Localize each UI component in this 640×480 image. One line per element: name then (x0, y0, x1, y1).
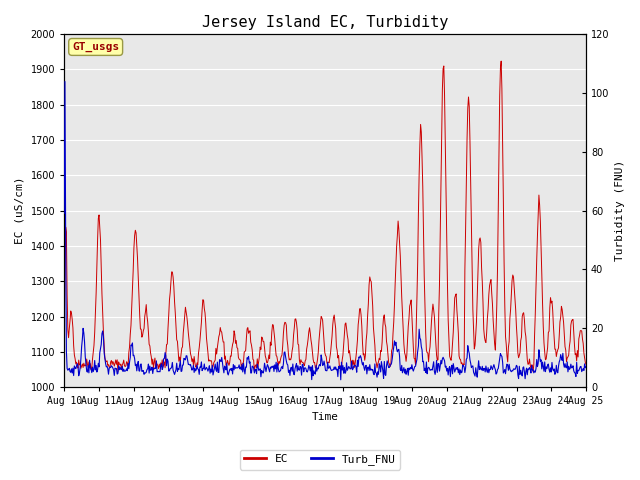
Legend: EC, Turb_FNU: EC, Turb_FNU (239, 450, 401, 469)
Title: Jersey Island EC, Turbidity: Jersey Island EC, Turbidity (202, 15, 449, 30)
Y-axis label: EC (uS/cm): EC (uS/cm) (15, 177, 25, 244)
X-axis label: Time: Time (312, 412, 339, 422)
Y-axis label: Turbidity (FNU): Turbidity (FNU) (615, 160, 625, 261)
Text: GT_usgs: GT_usgs (72, 42, 119, 52)
